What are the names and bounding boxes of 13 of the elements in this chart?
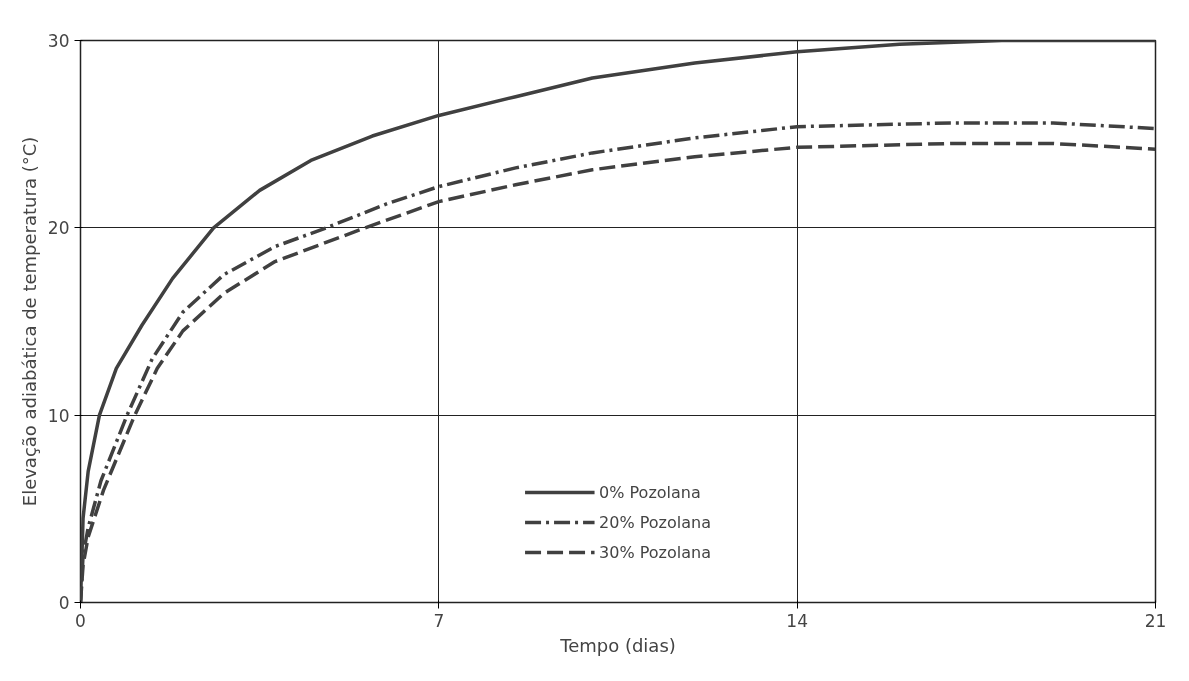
x-tick-label: 7 bbox=[433, 610, 445, 631]
legend-label: 0% Pozolana bbox=[599, 482, 701, 502]
y-tick-label: 30 bbox=[47, 31, 70, 51]
x-tick-label: 0 bbox=[75, 610, 86, 631]
x-tick-label: 14 bbox=[786, 610, 808, 631]
y-axis-title: Elevação adiabática de temperatura (°C) bbox=[18, 136, 40, 507]
x-tick-label: 21 bbox=[1144, 610, 1167, 631]
y-tick-label: 0 bbox=[58, 593, 70, 613]
y-tick-label: 20 bbox=[47, 218, 70, 239]
legend-label: 20% Pozolana bbox=[599, 512, 711, 532]
y-tick-label: 10 bbox=[47, 405, 70, 426]
legend-label: 30% Pozolana bbox=[599, 542, 711, 562]
x-axis-title: Tempo (dias) bbox=[559, 634, 676, 656]
